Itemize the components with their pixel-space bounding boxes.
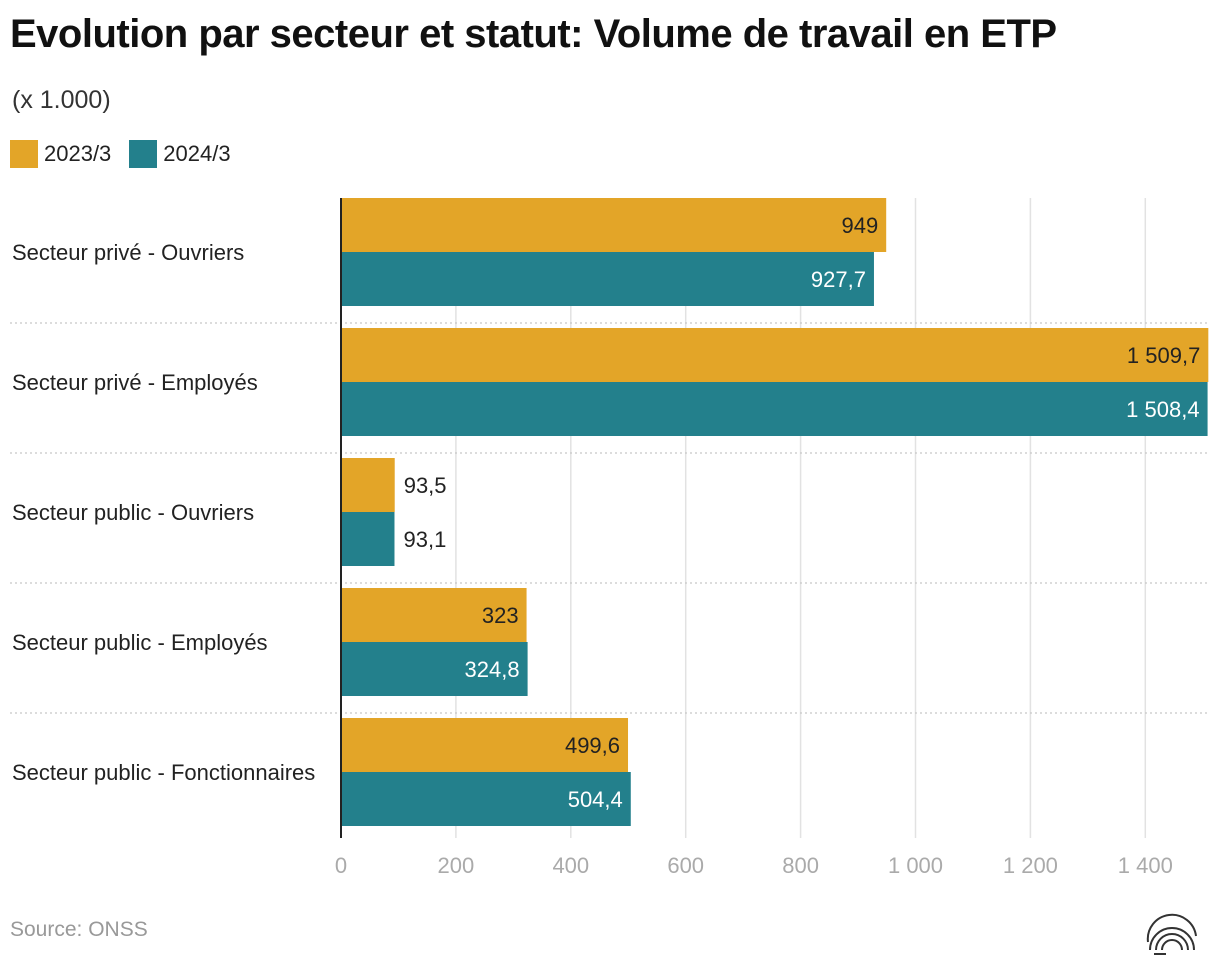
- chart-title: Evolution par secteur et statut: Volume …: [10, 12, 1057, 56]
- source-note: Source: ONSS: [10, 918, 148, 941]
- bar-2024-3: [341, 512, 395, 566]
- data-label: 93,5: [404, 473, 447, 498]
- category-label: Secteur privé - Ouvriers: [12, 240, 244, 265]
- bar-2024-3: [341, 382, 1208, 436]
- legend: 2023/3 2024/3: [10, 140, 249, 168]
- legend-label-2023: 2023/3: [44, 141, 112, 166]
- legend-swatch-2023: [10, 140, 38, 168]
- data-label: 323: [482, 603, 519, 628]
- bar-2023-3: [341, 328, 1209, 382]
- category-label: Secteur public - Ouvriers: [12, 500, 254, 525]
- legend-item-2023: 2023/3: [10, 140, 111, 168]
- x-tick-label: 1 000: [888, 853, 943, 878]
- x-tick-label: 1 400: [1118, 853, 1173, 878]
- bar-2024-3: [341, 772, 631, 826]
- bar-2024-3: [341, 642, 528, 696]
- bar-2023-3: [341, 198, 887, 252]
- x-tick-label: 600: [667, 853, 704, 878]
- data-label: 927,7: [811, 267, 866, 292]
- chart-subtitle: (x 1.000): [12, 86, 111, 114]
- category-label: Secteur privé - Employés: [12, 370, 258, 395]
- bar-2023-3: [341, 718, 629, 772]
- x-tick-label: 0: [335, 853, 347, 878]
- data-label: 93,1: [403, 527, 446, 552]
- data-label: 504,4: [568, 787, 623, 812]
- data-label: 499,6: [565, 733, 620, 758]
- data-label: 1 509,7: [1127, 343, 1200, 368]
- bar-2024-3: [341, 252, 874, 306]
- data-label: 324,8: [465, 657, 520, 682]
- x-tick-label: 400: [552, 853, 589, 878]
- data-label: 1 508,4: [1126, 397, 1199, 422]
- x-tick-label: 800: [782, 853, 819, 878]
- bar-2023-3: [341, 588, 527, 642]
- x-tick-label: 200: [438, 853, 475, 878]
- category-label: Secteur public - Fonctionnaires: [12, 760, 315, 785]
- data-label: 949: [841, 213, 878, 238]
- publisher-logo-icon: [1146, 913, 1197, 955]
- category-label: Secteur public - Employés: [12, 630, 268, 655]
- legend-item-2024: 2024/3: [129, 140, 231, 168]
- legend-swatch-2024: [129, 140, 158, 168]
- legend-label-2024: 2024/3: [163, 141, 231, 166]
- bar-2023-3: [341, 458, 395, 512]
- bar-chart: Secteur privé - Ouvriers 949 927,7 Secteur …: [10, 198, 1210, 878]
- x-tick-label: 1 200: [1003, 853, 1058, 878]
